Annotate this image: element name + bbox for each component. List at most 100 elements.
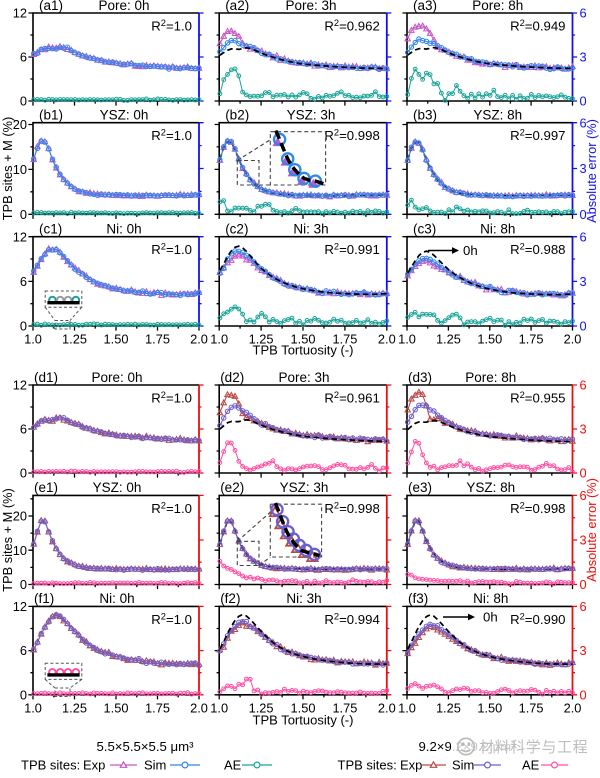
svg-text:2.0: 2.0: [564, 332, 582, 347]
svg-text:Pore: 8h: Pore: 8h: [472, 0, 523, 13]
svg-text:Ni: 3h: Ni: 3h: [293, 222, 328, 237]
svg-text:0: 0: [20, 687, 27, 702]
svg-text:3: 3: [580, 533, 587, 548]
svg-text:R2=1.0: R2=1.0: [151, 611, 192, 627]
svg-text:AE: AE: [522, 758, 540, 773]
svg-text:1.25: 1.25: [249, 332, 274, 347]
svg-text:Exp: Exp: [83, 758, 105, 773]
svg-text:Absolute error (%): Absolute error (%): [584, 119, 599, 223]
svg-text:2.0: 2.0: [378, 332, 396, 347]
svg-text:12: 12: [13, 6, 27, 21]
svg-text:0: 0: [20, 94, 27, 109]
svg-text:R2=1.0: R2=1.0: [151, 128, 192, 144]
svg-text:0: 0: [580, 319, 587, 334]
svg-text:1.0: 1.0: [24, 701, 42, 716]
svg-text:0: 0: [580, 577, 587, 592]
svg-text:2.0: 2.0: [190, 701, 208, 716]
svg-text:(a3): (a3): [413, 0, 437, 13]
svg-text:(b2): (b2): [225, 108, 249, 123]
svg-text:R2=0.991: R2=0.991: [324, 242, 379, 258]
svg-text:0: 0: [20, 319, 27, 334]
svg-text:2.0: 2.0: [564, 701, 582, 716]
svg-text:(f3): (f3): [408, 591, 428, 606]
svg-text:AE: AE: [224, 758, 242, 773]
svg-text:1.50: 1.50: [477, 701, 502, 716]
svg-text:1.25: 1.25: [62, 332, 87, 347]
svg-text:Ni: 3h: Ni: 3h: [286, 591, 321, 606]
svg-text:(a1): (a1): [39, 0, 63, 13]
svg-text:(e3): (e3): [408, 480, 432, 495]
svg-text:Ni: 8h: Ni: 8h: [473, 591, 508, 606]
svg-text:Ni: 0h: Ni: 0h: [99, 591, 134, 606]
svg-text:1.0: 1.0: [210, 701, 228, 716]
svg-text:R2=0.961: R2=0.961: [324, 390, 379, 406]
svg-text:1.75: 1.75: [332, 332, 357, 347]
svg-text:R2=0.998: R2=0.998: [324, 128, 379, 144]
svg-text:R2=0.949: R2=0.949: [510, 18, 565, 34]
svg-text:(b1): (b1): [39, 108, 63, 123]
svg-text:3: 3: [580, 50, 587, 65]
svg-text:TPB Tortuosity (-): TPB Tortuosity (-): [253, 713, 354, 728]
svg-text:(f1): (f1): [34, 591, 54, 606]
svg-text:R2=1.0: R2=1.0: [151, 500, 192, 516]
svg-text:0: 0: [20, 577, 27, 592]
svg-text:10: 10: [13, 162, 27, 177]
svg-text:20: 20: [13, 117, 27, 132]
svg-text:(d3): (d3): [408, 370, 432, 385]
svg-text:3: 3: [580, 274, 587, 289]
svg-text:TPB sites:: TPB sites:: [338, 758, 397, 773]
svg-text:Pore: 3h: Pore: 3h: [285, 0, 336, 13]
svg-text:3: 3: [580, 422, 587, 437]
svg-text:0: 0: [580, 687, 587, 702]
svg-text:(f2): (f2): [220, 591, 240, 606]
svg-text:6: 6: [20, 274, 27, 289]
svg-text:1.0: 1.0: [210, 332, 228, 347]
svg-text:R2=0.962: R2=0.962: [324, 18, 379, 34]
svg-text:(e2): (e2): [220, 480, 244, 495]
svg-text:6: 6: [580, 115, 587, 130]
svg-text:R2=0.988: R2=0.988: [510, 242, 565, 258]
svg-text:Absolute error (%): Absolute error (%): [584, 478, 599, 582]
svg-text:1.0: 1.0: [398, 701, 416, 716]
svg-text:Pore: 0h: Pore: 0h: [98, 0, 149, 13]
svg-text:(b3): (b3): [413, 108, 437, 123]
svg-text:1.25: 1.25: [436, 701, 461, 716]
svg-text:Sim: Sim: [452, 758, 474, 773]
svg-text:1.50: 1.50: [291, 332, 316, 347]
svg-text:12: 12: [13, 378, 27, 393]
svg-text:1.50: 1.50: [291, 701, 316, 716]
svg-text:12: 12: [13, 229, 27, 244]
svg-text:3: 3: [580, 161, 587, 176]
svg-text:6: 6: [20, 50, 27, 65]
svg-text:12: 12: [13, 599, 27, 614]
svg-text:R2=1.0: R2=1.0: [151, 18, 192, 34]
svg-text:Sim: Sim: [144, 758, 166, 773]
svg-text:1.50: 1.50: [104, 332, 129, 347]
svg-text:5.5×5.5×5.5 μm³: 5.5×5.5×5.5 μm³: [96, 739, 194, 754]
svg-text:0: 0: [580, 466, 587, 481]
svg-text:2.0: 2.0: [378, 701, 396, 716]
svg-text:6: 6: [580, 6, 587, 21]
svg-text:TPB sites + M (%): TPB sites + M (%): [0, 117, 15, 220]
svg-text:1.25: 1.25: [436, 332, 461, 347]
svg-text:1.50: 1.50: [104, 701, 129, 716]
svg-text:YSZ: 0h: YSZ: 0h: [100, 108, 149, 123]
svg-text:Ni: 8h: Ni: 8h: [480, 222, 515, 237]
svg-text:R2=0.998: R2=0.998: [510, 500, 565, 516]
svg-text:YSZ: 8h: YSZ: 8h: [466, 480, 515, 495]
svg-text:(c2): (c2): [225, 222, 248, 237]
svg-text:1.75: 1.75: [332, 701, 357, 716]
svg-text:0: 0: [580, 94, 587, 109]
svg-text:0: 0: [580, 207, 587, 222]
svg-text:10: 10: [13, 543, 27, 558]
svg-text:YSZ: 8h: YSZ: 8h: [473, 108, 522, 123]
svg-text:R2=0.998: R2=0.998: [324, 500, 379, 516]
svg-text:(d1): (d1): [34, 370, 58, 385]
svg-text:2.0: 2.0: [190, 332, 208, 347]
svg-text:6: 6: [580, 378, 587, 393]
svg-text:0h: 0h: [463, 243, 478, 258]
svg-text:YSZ: 3h: YSZ: 3h: [287, 108, 336, 123]
svg-text:6: 6: [20, 422, 27, 437]
svg-text:20: 20: [13, 509, 27, 524]
svg-text:(e1): (e1): [34, 480, 58, 495]
